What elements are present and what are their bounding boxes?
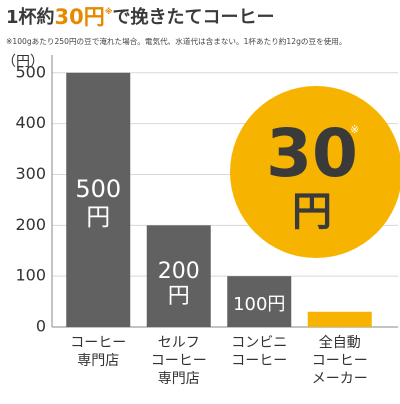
value-label: 円 xyxy=(168,284,190,309)
x-tick-label: コーヒー xyxy=(70,335,126,351)
x-tick-label: コーヒー xyxy=(312,353,368,369)
y-tick-label: 300 xyxy=(15,164,46,183)
title-part: で挽きたてコーヒー xyxy=(113,6,275,28)
x-tick-label: 全自動 xyxy=(319,334,361,351)
bar xyxy=(227,276,292,327)
x-tick-label: 専門店 xyxy=(77,353,119,369)
bar xyxy=(146,225,211,327)
bar xyxy=(307,311,372,327)
x-tick-label: コンビニ xyxy=(231,335,287,351)
y-tick-label: 400 xyxy=(15,113,46,132)
note: ※100gあたり250円の豆で淹れた場合。電気代、水道代は含まない。1杯あたり約… xyxy=(6,36,346,46)
y-tick-label: 0 xyxy=(36,317,46,336)
value-label: 100円 xyxy=(233,294,285,315)
value-label: 30 xyxy=(266,115,358,192)
x-tick-label: コーヒー xyxy=(231,353,287,369)
x-tick-label: 専門店 xyxy=(158,371,200,387)
bar xyxy=(66,72,131,327)
value-label: 円 xyxy=(86,203,110,231)
title-part: 30円 xyxy=(55,5,105,29)
title-part: 1杯約 xyxy=(6,6,55,28)
highlight-mark: ※ xyxy=(350,123,359,136)
x-tick-label: コーヒー xyxy=(151,353,207,369)
x-tick-label: セルフ xyxy=(158,335,200,351)
y-tick-label: 200 xyxy=(15,215,46,234)
x-tick-label: メーカー xyxy=(312,371,368,387)
y-tick-label: 100 xyxy=(15,266,46,285)
title-part: ※ xyxy=(105,6,113,16)
value-label: 円 xyxy=(292,189,332,235)
value-label: 500 xyxy=(75,175,121,203)
chart-title: 1杯約30円※で挽きたてコーヒー xyxy=(6,5,275,29)
value-label: 200 xyxy=(158,259,200,284)
y-tick-label: 500 xyxy=(15,62,46,81)
y-unit: （円） xyxy=(2,54,44,70)
highlight-bubble xyxy=(230,86,400,258)
